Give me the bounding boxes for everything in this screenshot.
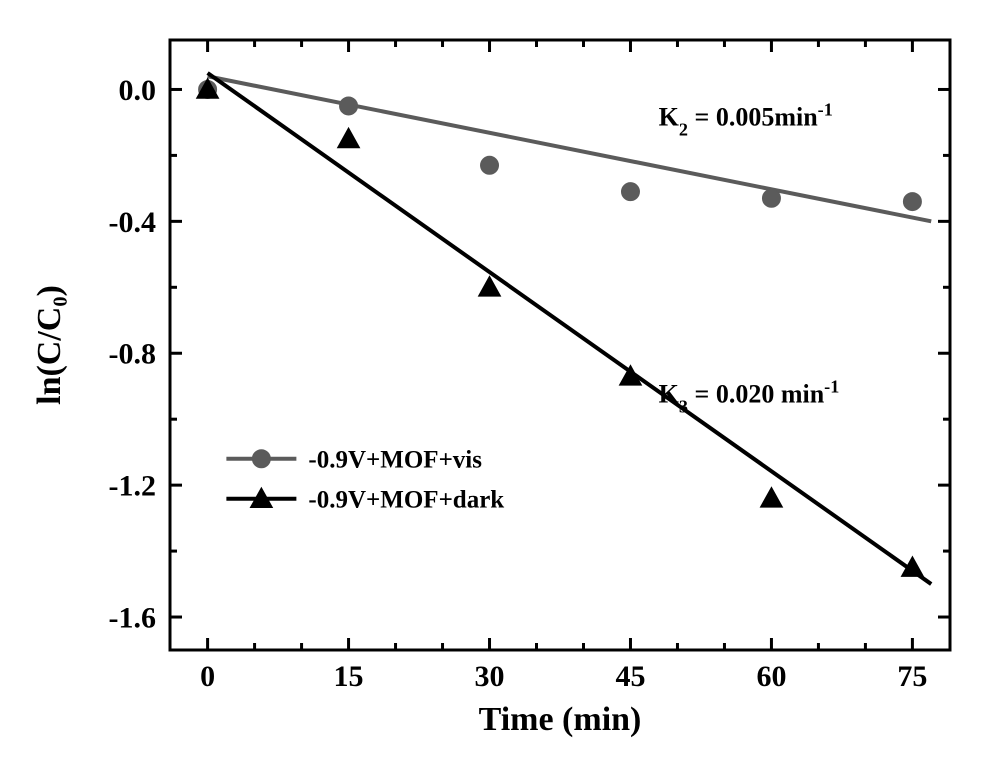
y-tick-label: -1.2 — [109, 470, 157, 503]
x-tick-label: 30 — [475, 660, 505, 693]
y-tick-label: 0.0 — [119, 74, 157, 107]
marker-vis — [621, 183, 639, 201]
legend-label-dark: -0.9V+MOF+dark — [308, 487, 504, 514]
marker-vis — [481, 156, 499, 174]
marker-vis — [762, 189, 780, 207]
y-tick-label: -0.8 — [109, 338, 157, 371]
x-tick-label: 15 — [334, 660, 364, 693]
x-tick-label: 60 — [756, 660, 786, 693]
x-tick-label: 75 — [897, 660, 927, 693]
marker-vis — [903, 193, 921, 211]
x-tick-label: 45 — [615, 660, 645, 693]
marker-vis — [252, 450, 270, 468]
legend-label-vis: -0.9V+MOF+vis — [308, 447, 482, 474]
chart-svg: 015304560750.0-0.4-0.8-1.2-1.6K2 = 0.005… — [0, 0, 1000, 769]
y-axis-label: ln(C/C₀) — [31, 285, 68, 405]
chart-container: 015304560750.0-0.4-0.8-1.2-1.6K2 = 0.005… — [0, 0, 1000, 769]
y-tick-label: -0.4 — [109, 206, 157, 239]
marker-vis — [340, 97, 358, 115]
x-tick-label: 0 — [200, 660, 215, 693]
x-axis-label: Time (min) — [479, 701, 642, 738]
y-tick-label: -1.6 — [109, 602, 157, 635]
